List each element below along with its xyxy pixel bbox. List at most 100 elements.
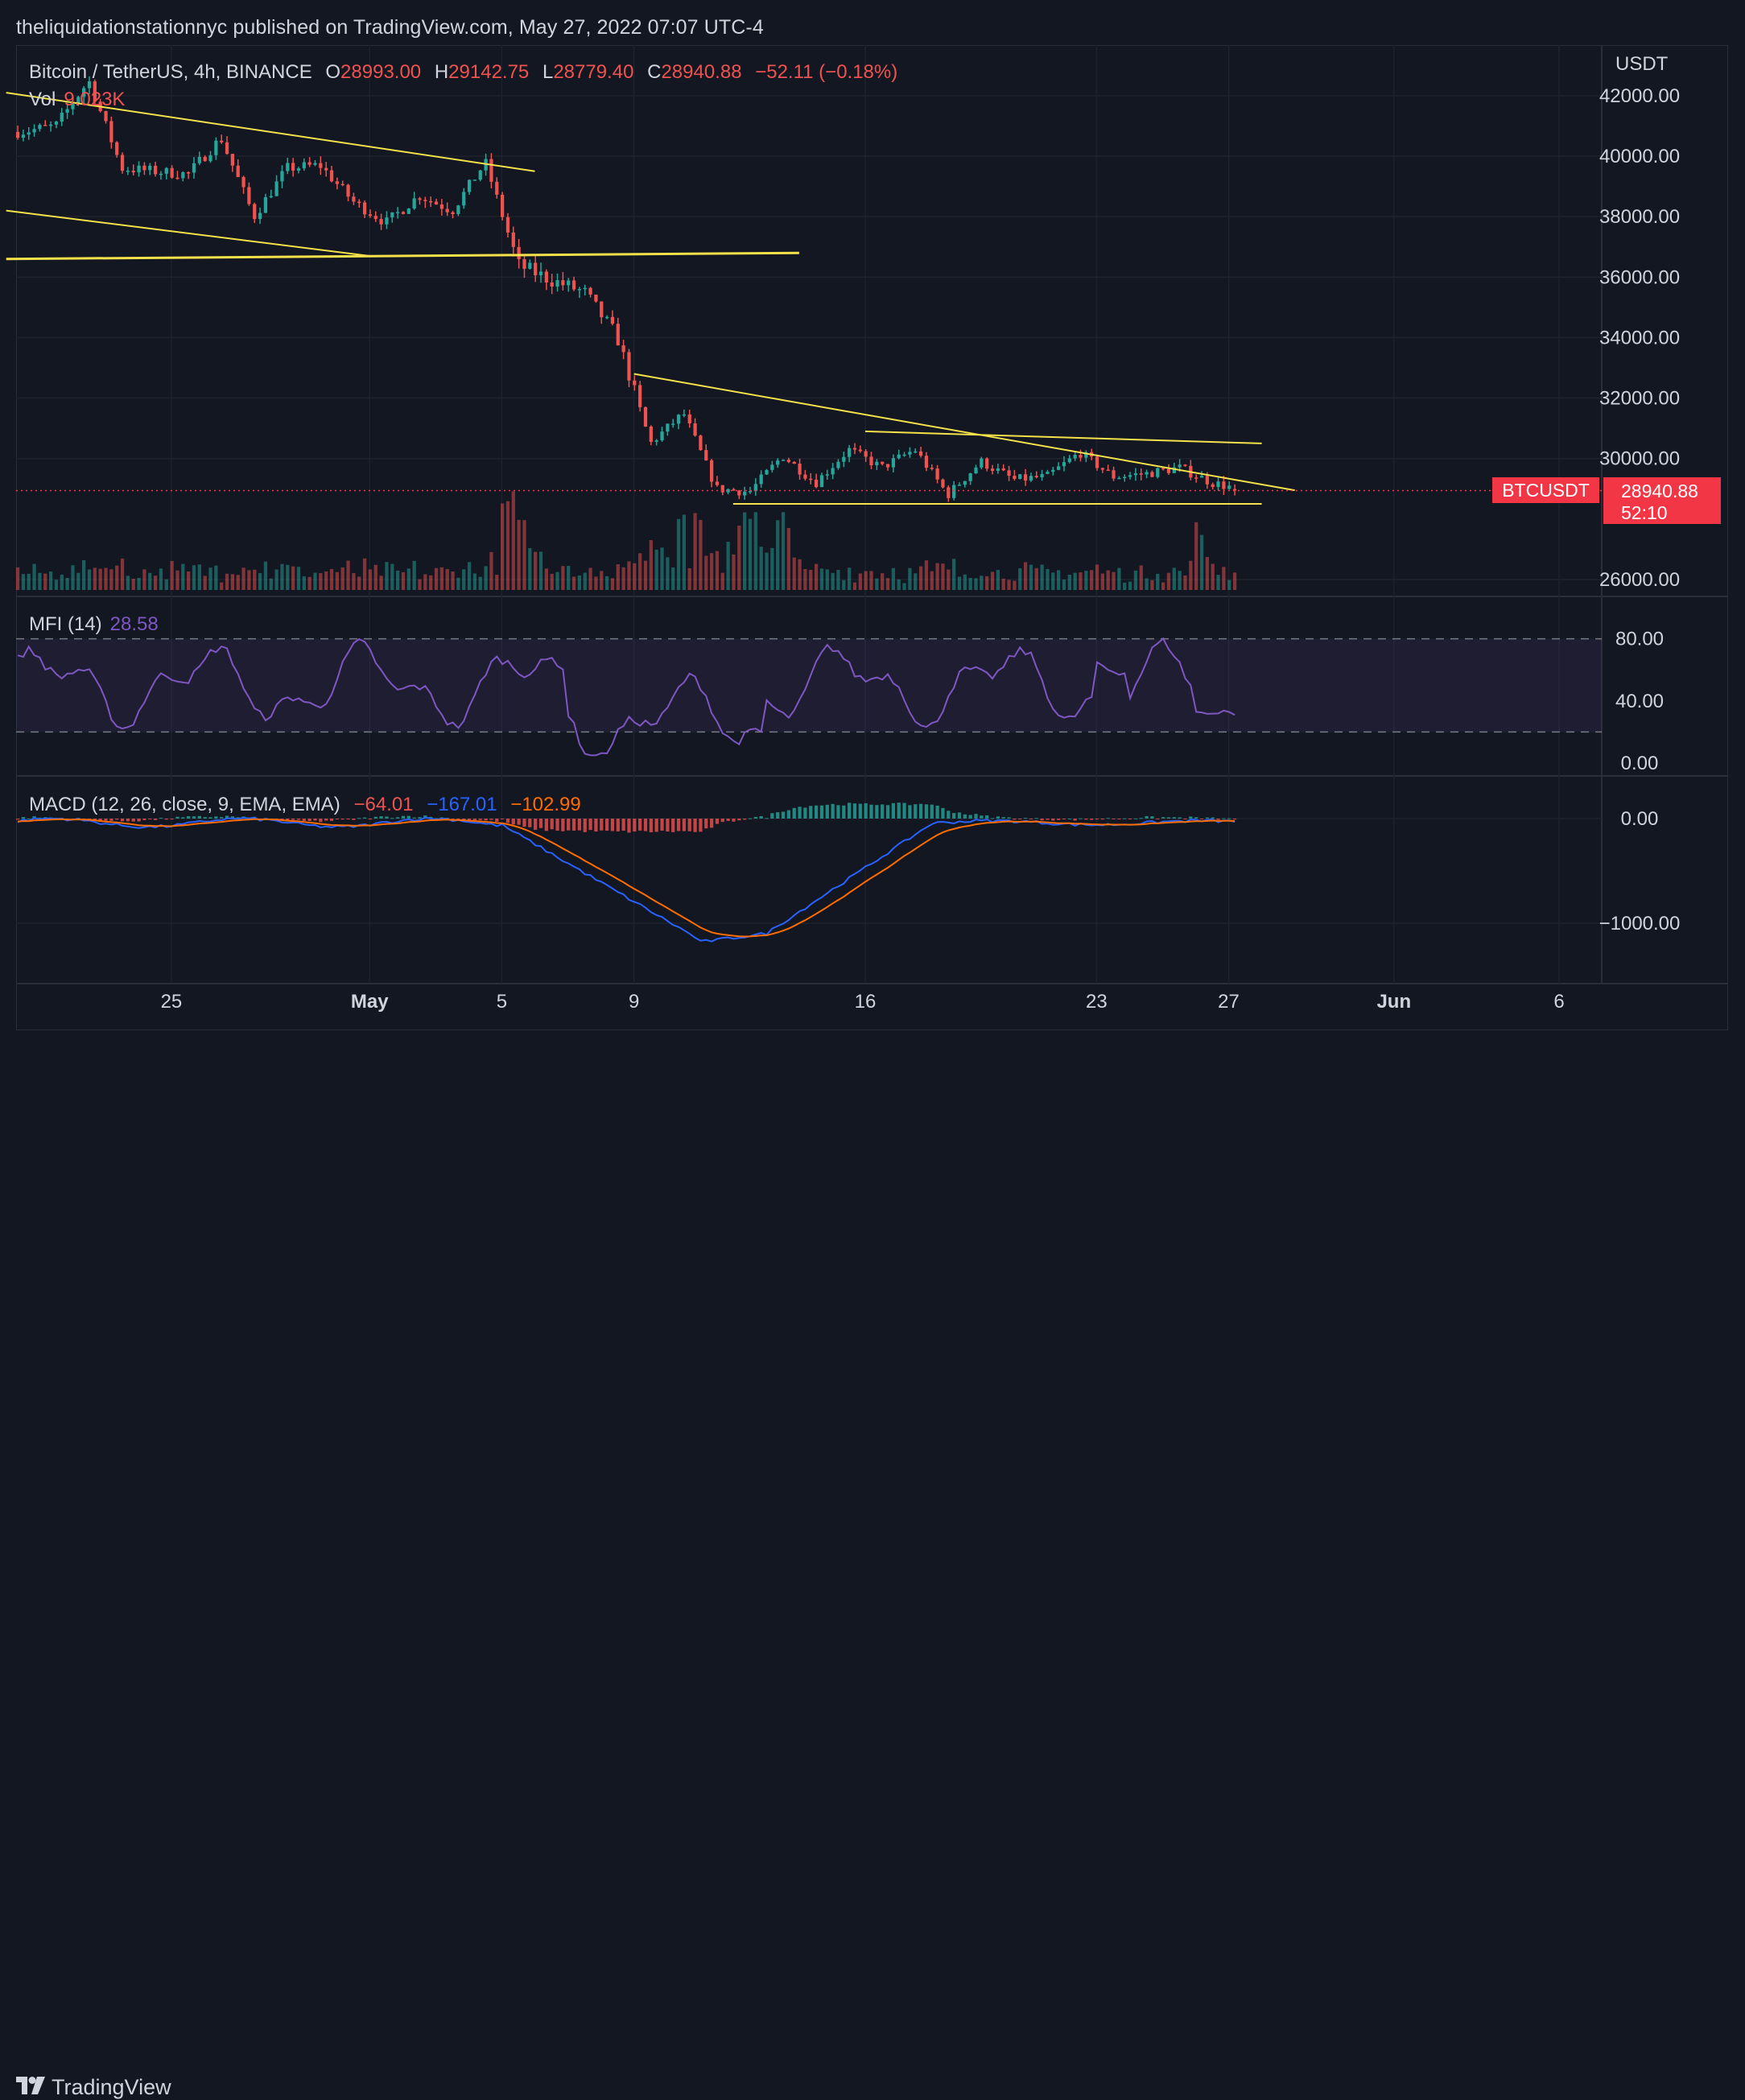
volume-bar: [401, 571, 406, 590]
volume-bar: [577, 575, 582, 590]
volume-bar: [534, 551, 538, 590]
symbol-title[interactable]: Bitcoin / TetherUS, 4h, BINANCE: [29, 61, 312, 83]
candle-body: [881, 461, 885, 464]
candle-body: [159, 173, 163, 175]
macd-histogram-bar: [357, 818, 361, 819]
macd-histogram-bar: [159, 818, 163, 819]
volume-label[interactable]: Vol: [29, 89, 56, 110]
macd-histogram-bar: [627, 819, 631, 833]
macd-histogram-bar: [1150, 816, 1154, 819]
candle-body: [1062, 462, 1066, 467]
macd-histogram-bar: [770, 813, 774, 819]
candle-body: [649, 426, 653, 442]
macd-histogram-bar: [329, 819, 334, 821]
macd-histogram-bar: [583, 819, 587, 832]
volume-bar: [230, 574, 234, 590]
volume-bar: [963, 574, 967, 590]
close-label: C: [647, 61, 662, 83]
volume-bar: [814, 563, 819, 590]
volume-bar: [996, 570, 1000, 590]
volume-bar: [104, 567, 108, 590]
macd-label[interactable]: MACD (12, 26, close, 9, EMA, EMA): [29, 794, 340, 815]
candle-body: [753, 484, 757, 492]
candle-body: [48, 124, 53, 126]
candle-body: [313, 163, 317, 165]
candle-body: [71, 104, 75, 109]
candle-body: [164, 167, 168, 174]
candle-body: [495, 181, 499, 195]
price-tick-label: 32000.00: [1599, 388, 1680, 410]
macd-histogram-bar: [704, 819, 708, 829]
candle-body: [809, 478, 813, 481]
macd-histogram-bar: [1001, 817, 1005, 819]
volume-bar: [550, 573, 554, 590]
volume-value: 9.023K: [64, 89, 126, 110]
candle-body: [208, 155, 212, 162]
candle-body: [985, 458, 989, 469]
candle-body: [643, 406, 648, 427]
candle-body: [538, 271, 543, 276]
macd-histogram-bar: [1007, 817, 1011, 819]
volume-bar: [544, 568, 548, 590]
candle-body: [600, 301, 604, 318]
candle-body: [1018, 474, 1022, 479]
candle-body: [996, 468, 1000, 472]
candle-body: [253, 204, 257, 220]
candle-body: [38, 125, 42, 130]
macd-histogram-bar: [362, 817, 367, 819]
volume-bar: [87, 569, 92, 590]
candle-body: [357, 201, 361, 203]
volume-bar: [418, 579, 422, 590]
macd-histogram-bar: [225, 815, 229, 819]
mfi-value: 28.58: [109, 613, 159, 635]
mfi-label[interactable]: MFI (14): [29, 613, 102, 635]
candle-body: [126, 171, 130, 172]
macd-histogram-bar: [897, 802, 901, 819]
volume-bar: [776, 520, 780, 590]
volume-bar: [1095, 564, 1099, 590]
macd-histogram-bar: [610, 819, 615, 831]
macd-histogram-bar: [963, 814, 967, 819]
volume-bar: [373, 564, 377, 590]
volume-bar: [137, 577, 141, 590]
macd-histogram-bar: [220, 817, 224, 819]
macd-histogram-bar: [952, 813, 956, 819]
volume-bar: [770, 547, 774, 590]
macd-histogram-bar: [1145, 815, 1149, 819]
volume-bar: [1023, 562, 1028, 590]
macd-histogram-bar: [208, 817, 212, 819]
candle-body: [511, 232, 515, 247]
volume-bar: [786, 528, 791, 590]
candle-body: [852, 448, 857, 450]
volume-bar: [875, 578, 879, 590]
tradingview-brand[interactable]: TradingView: [16, 2075, 171, 2100]
candle-body: [1161, 468, 1165, 470]
volume-bar: [153, 576, 158, 590]
macd-histogram-bar: [588, 819, 592, 831]
macd-histogram-bar: [175, 816, 179, 819]
macd-histogram-bar: [517, 819, 521, 825]
macd-histogram-bar: [505, 819, 510, 823]
chart-canvas[interactable]: 25 May 5 9 16 23 27 Jun 6 42000.00 40000.00 38000.0…: [0, 0, 1745, 1030]
macd-histogram-bar: [676, 819, 681, 831]
candle-body: [633, 380, 637, 386]
macd-histogram-bar: [814, 805, 819, 819]
macd-histogram-bar: [842, 805, 846, 819]
macd-histogram-bar: [379, 816, 383, 819]
candle-body: [385, 217, 389, 225]
candle-body: [439, 204, 443, 209]
chart-frame[interactable]: [16, 45, 1728, 1030]
volume-bar: [269, 578, 273, 590]
macd-histogram-bar: [561, 819, 565, 831]
candle-body: [1156, 468, 1160, 477]
candle-body: [577, 289, 582, 291]
candle-body: [930, 468, 934, 469]
macd-histogram-bar: [753, 816, 757, 819]
macd-histogram-bar: [495, 819, 499, 822]
candle-body: [93, 81, 97, 102]
volume-bar: [505, 501, 510, 590]
candle-body: [918, 451, 923, 456]
volume-bar: [627, 561, 631, 590]
candle-body: [1128, 475, 1132, 477]
volume-bar: [1090, 570, 1094, 590]
